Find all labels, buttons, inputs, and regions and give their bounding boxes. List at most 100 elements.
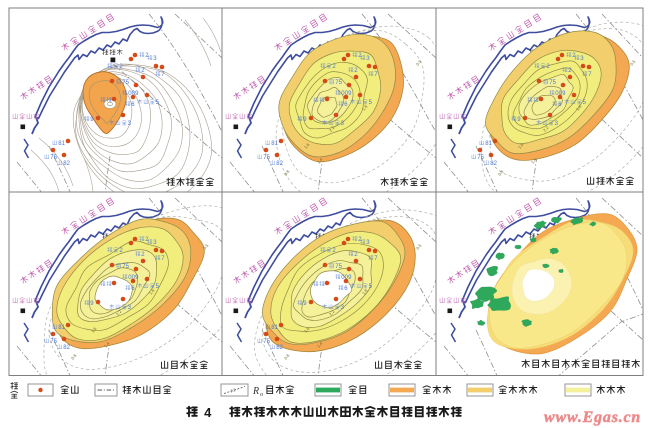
svg-text:7: 7: [161, 72, 165, 78]
svg-text:3: 3: [153, 240, 157, 246]
svg-text:9: 9: [90, 117, 94, 123]
svg-text:3: 3: [128, 305, 132, 311]
svg-text:1: 1: [62, 325, 66, 331]
svg-text:2: 2: [354, 68, 358, 74]
svg-text:0: 0: [132, 275, 136, 281]
svg-text:7: 7: [263, 155, 267, 161]
svg-text:9: 9: [348, 275, 352, 281]
svg-text:6: 6: [344, 102, 348, 108]
svg-text:2: 2: [332, 248, 336, 254]
svg-text:5: 5: [54, 339, 58, 345]
svg-text:2: 2: [358, 53, 362, 59]
svg-text:0: 0: [559, 91, 563, 97]
svg-text:5: 5: [156, 100, 160, 106]
svg-text:2: 2: [141, 68, 145, 74]
svg-text:5: 5: [583, 100, 587, 106]
svg-text:0: 0: [345, 275, 349, 281]
svg-text:3: 3: [555, 121, 559, 127]
svg-text:1.4: 1.4: [103, 340, 111, 348]
svg-text:9: 9: [303, 301, 307, 307]
svg-text:7: 7: [335, 80, 339, 86]
svg-text:6: 6: [131, 102, 135, 108]
svg-text:8: 8: [58, 325, 62, 331]
svg-text:5: 5: [553, 80, 557, 86]
svg-text:5: 5: [54, 155, 58, 161]
svg-text:8: 8: [271, 141, 275, 147]
svg-text:3: 3: [153, 56, 157, 62]
svg-text:1.6: 1.6: [303, 141, 311, 149]
svg-text:0: 0: [132, 91, 136, 97]
svg-text:7: 7: [50, 339, 54, 345]
svg-text:8: 8: [276, 345, 280, 351]
svg-text:1: 1: [489, 141, 493, 147]
svg-text:5: 5: [267, 339, 271, 345]
svg-text:0.8: 0.8: [283, 168, 291, 176]
svg-text:2: 2: [67, 161, 71, 167]
svg-text:0: 0: [341, 275, 345, 281]
svg-text:1: 1: [275, 325, 279, 331]
svg-text:1.4: 1.4: [316, 156, 324, 164]
svg-text:2.2: 2.2: [115, 308, 123, 316]
svg-text:0.8: 0.8: [70, 352, 78, 360]
svg-text:7: 7: [263, 339, 267, 345]
svg-text:5: 5: [126, 264, 130, 270]
svg-text:9: 9: [562, 91, 566, 97]
svg-text:1.4: 1.4: [530, 156, 538, 164]
svg-text:6: 6: [558, 102, 562, 108]
svg-text:7: 7: [161, 256, 165, 262]
svg-text:0.8: 0.8: [497, 168, 505, 176]
svg-text:1.8: 1.8: [361, 103, 369, 111]
svg-text:7: 7: [549, 80, 553, 86]
svg-text:1.6: 1.6: [303, 325, 311, 333]
svg-text:2: 2: [494, 161, 498, 167]
svg-text:9: 9: [517, 117, 521, 123]
svg-text:9: 9: [90, 301, 94, 307]
svg-text:3: 3: [580, 56, 584, 62]
svg-text:2.2: 2.2: [542, 124, 550, 132]
svg-text:2: 2: [280, 161, 284, 167]
svg-text:0.8: 0.8: [283, 352, 291, 360]
svg-text:2: 2: [568, 68, 572, 74]
svg-text:7: 7: [122, 264, 126, 270]
svg-text:0: 0: [128, 91, 132, 97]
svg-text:9: 9: [135, 91, 139, 97]
svg-text:2: 2: [280, 345, 284, 351]
svg-text:8: 8: [276, 161, 280, 167]
svg-text:8: 8: [63, 161, 67, 167]
svg-text:5: 5: [481, 155, 485, 161]
svg-text:3: 3: [366, 240, 370, 246]
svg-text:2.2: 2.2: [230, 388, 236, 393]
svg-text:0.5: 0.5: [202, 242, 210, 250]
svg-text:3: 3: [341, 121, 345, 127]
svg-text:0: 0: [128, 275, 132, 281]
svg-text:o: o: [260, 392, 263, 398]
svg-text:3: 3: [366, 56, 370, 62]
svg-text:0: 0: [345, 91, 349, 97]
svg-text:2: 2: [67, 345, 71, 351]
svg-text:9: 9: [348, 91, 352, 97]
svg-text:0: 0: [555, 91, 559, 97]
svg-text:5: 5: [369, 284, 373, 290]
svg-text:1.6: 1.6: [517, 141, 525, 149]
svg-text:1.6: 1.6: [90, 325, 98, 333]
svg-text:9: 9: [135, 275, 139, 281]
svg-text:6: 6: [344, 286, 348, 292]
svg-text:9: 9: [303, 117, 307, 123]
svg-text:0.5: 0.5: [415, 58, 423, 66]
svg-text:3: 3: [128, 121, 132, 127]
svg-text:2: 2: [119, 64, 123, 70]
svg-text:R: R: [252, 386, 259, 397]
svg-text:1.4: 1.4: [316, 340, 324, 348]
svg-text:2: 2: [145, 237, 149, 243]
svg-text:2: 2: [572, 53, 576, 59]
svg-text:5: 5: [339, 264, 343, 270]
svg-text:2: 2: [141, 252, 145, 258]
svg-text:5: 5: [339, 80, 343, 86]
svg-text:5: 5: [156, 284, 160, 290]
svg-text:1.8: 1.8: [361, 287, 369, 295]
svg-text:0: 0: [341, 91, 345, 97]
svg-text:5: 5: [369, 100, 373, 106]
svg-text:7: 7: [50, 155, 54, 161]
svg-text:8: 8: [485, 141, 489, 147]
svg-text:6: 6: [131, 286, 135, 292]
